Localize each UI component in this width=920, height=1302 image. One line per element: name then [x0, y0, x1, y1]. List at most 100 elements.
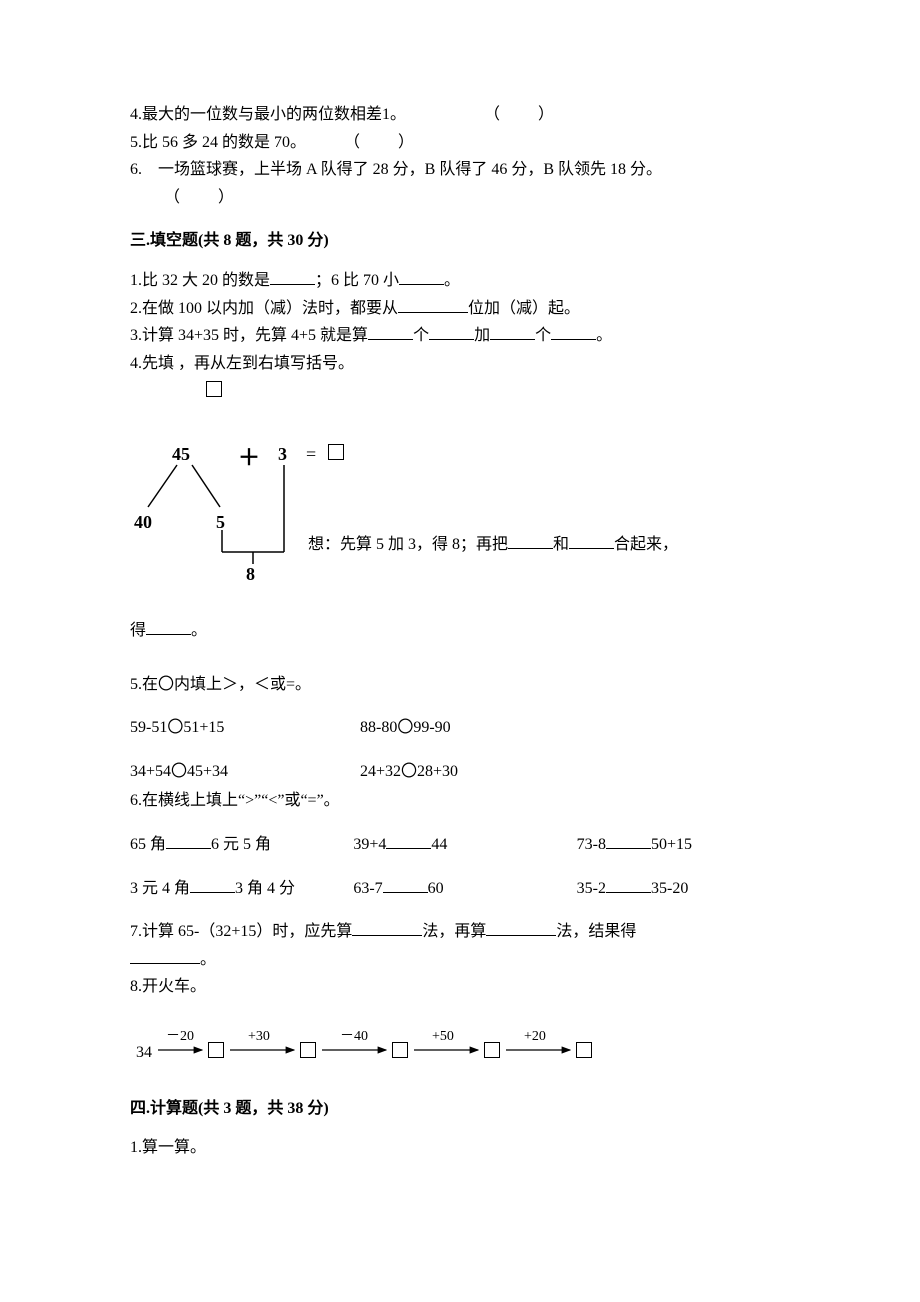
q5-title: 5.在〇内填上＞，＜或=。: [130, 672, 800, 698]
fb-q4-title: 4.先填 ，再从左到右填写括号。: [130, 351, 800, 377]
q6-r2c-blank[interactable]: [606, 876, 651, 893]
q6-r2b-blank[interactable]: [383, 876, 428, 893]
fb-q3-d: 个: [535, 327, 551, 344]
q5-r2a[interactable]: 34+54〇45+34: [130, 759, 360, 785]
tf-q5-paren[interactable]: （ ）: [344, 134, 416, 151]
fb-q4-box-row: [130, 378, 800, 404]
fb-q1-a: 1.比 32 大 20 的数是: [130, 272, 270, 289]
q4-result-blank[interactable]: [146, 618, 191, 635]
q4-think-c: 合起来，: [614, 536, 678, 553]
fb-q3-blank1[interactable]: [368, 323, 413, 340]
tf-q5-text: 5.比 56 多 24 的数是 70。: [130, 134, 306, 151]
fb-q2-blank[interactable]: [398, 296, 468, 313]
tf-q6: 6. 一场篮球赛，上半场 A 队得了 28 分，B 队得了 46 分，B 队领先…: [130, 157, 800, 183]
fb-q2: 2.在做 100 以内加（减）法时，都要从 位加（减）起。: [130, 296, 800, 322]
q7-blank2[interactable]: [486, 919, 556, 936]
q6-r1a-l: 65 角: [130, 836, 166, 853]
tf-q6-paren-row: （ ）: [130, 185, 800, 211]
fb-q2-b: 位加（减）起。: [468, 300, 580, 317]
q6-r1b-r: 44: [431, 836, 447, 853]
q7-b: 法，再算: [422, 923, 486, 940]
tf-q4-paren[interactable]: （ ）: [484, 106, 556, 123]
q6-r1a-r: 6 元 5 角: [211, 836, 271, 853]
tf-q6-text: 6. 一场篮球赛，上半场 A 队得了 28 分，B 队得了 46 分，B 队领先…: [130, 161, 662, 178]
q4-num-40: 40: [134, 508, 152, 537]
q6-r2b: 63-760: [353, 876, 576, 902]
q4-diagram-svg: [130, 412, 430, 592]
q5-r1a[interactable]: 59-51〇51+15: [130, 715, 360, 741]
q7-line2: 。: [130, 947, 800, 973]
q8-box-1[interactable]: [300, 1042, 316, 1058]
q4-think-blank2[interactable]: [569, 532, 614, 549]
q7-blank1[interactable]: [352, 919, 422, 936]
fb-q1-c: 。: [444, 272, 460, 289]
q8-op-4: +20: [524, 1026, 546, 1048]
q4-think-b: 和: [553, 536, 569, 553]
q8-box-3[interactable]: [484, 1042, 500, 1058]
q6-row2: 3 元 4 角 3 角 4 分 63-760 35-2 35-20: [130, 876, 800, 902]
fb-q2-a: 2.在做 100 以内加（减）法时，都要从: [130, 300, 398, 317]
q4-result-a: 得: [130, 622, 146, 639]
q6-r1c-r: 50+15: [651, 836, 692, 853]
q4-result-line: 得。: [130, 618, 800, 644]
q6-r2a-blank[interactable]: [190, 876, 235, 893]
q4-num-8: 8: [246, 560, 255, 589]
q8-op-0: －20: [166, 1026, 194, 1048]
q6-r1a-blank[interactable]: [166, 832, 211, 849]
q4-eq: =: [306, 440, 316, 469]
q6-r1a: 65 角 6 元 5 角: [130, 832, 353, 858]
q4-num-3: 3: [278, 440, 287, 469]
q6-r1c-l: 73-8: [577, 836, 606, 853]
q8-box-2[interactable]: [392, 1042, 408, 1058]
q8-box-4[interactable]: [576, 1042, 592, 1058]
q6-r2a-l: 3 元 4 角: [130, 880, 190, 897]
fb-q1: 1.比 32 大 20 的数是；6 比 70 小。: [130, 268, 800, 294]
q4-num-5: 5: [216, 508, 225, 537]
q6-r1c-blank[interactable]: [606, 832, 651, 849]
q7-c: 法，结果得: [556, 923, 636, 940]
fb-q4-a: 4.先填: [130, 355, 174, 372]
tf-q6-paren[interactable]: （ ）: [164, 189, 236, 206]
q6-r2c-r: 35-20: [651, 880, 688, 897]
q6-row1: 65 角 6 元 5 角 39+4 44 73-8 50+15: [130, 832, 800, 858]
q4-num-45: 45: [172, 440, 190, 469]
q7-blank3[interactable]: [130, 947, 200, 964]
fb-q3-blank4[interactable]: [551, 323, 596, 340]
q6-r2a: 3 元 4 角 3 角 4 分: [130, 876, 353, 902]
calc-q1: 1.算一算。: [130, 1135, 800, 1161]
q5-row2: 34+54〇45+34 24+32〇28+30: [130, 759, 800, 785]
q4-result-box[interactable]: [328, 444, 344, 460]
q6-r2c: 35-2 35-20: [577, 876, 800, 902]
q4-think-line: 想：先算 5 加 3，得 8；再把 和 合起来，: [308, 532, 678, 558]
fb-q3-a: 3.计算 34+35 时，先算 4+5 就是算: [130, 327, 368, 344]
q7-line1: 7.计算 65-（32+15）时，应先算 法，再算 法，结果得: [130, 919, 800, 945]
q4-result-b: 。: [191, 622, 207, 639]
q6-r1b: 39+4 44: [353, 832, 576, 858]
q4-plus: ＋: [238, 440, 260, 475]
fb-q4-small-box[interactable]: [206, 381, 222, 397]
tf-q4-text: 4.最大的一位数与最小的两位数相差1。: [130, 106, 406, 123]
q5-r2b[interactable]: 24+32〇28+30: [360, 759, 458, 785]
q7-a: 7.计算 65-（32+15）时，应先算: [130, 923, 352, 940]
q6-r2a-r: 3 角 4 分: [235, 880, 295, 897]
q8-op-2: －40: [340, 1026, 368, 1048]
q6-r2b-r: 60: [428, 880, 444, 897]
section-3-title: 三.填空题(共 8 题，共 30 分): [130, 228, 800, 254]
q8-op-1: +30: [248, 1026, 270, 1048]
q5-row1: 59-51〇51+15 88-80〇99-90: [130, 715, 800, 741]
q6-r1b-blank[interactable]: [386, 832, 431, 849]
q8-title: 8.开火车。: [130, 974, 800, 1000]
q5-r1b[interactable]: 88-80〇99-90: [360, 715, 451, 741]
q6-r1b-l: 39+4: [353, 836, 386, 853]
q4-think-blank1[interactable]: [508, 532, 553, 549]
q6-r2c-l: 35-2: [577, 880, 606, 897]
q8-box-0[interactable]: [208, 1042, 224, 1058]
fb-q3-b: 个: [413, 327, 429, 344]
q4-think-a: 想：先算 5 加 3，得 8；再把: [308, 536, 508, 553]
fb-q1-blank2[interactable]: [399, 268, 444, 285]
q7-d: 。: [200, 951, 216, 968]
fb-q3-blank3[interactable]: [490, 323, 535, 340]
fb-q3-c: 加: [474, 327, 490, 344]
fb-q1-blank1[interactable]: [270, 268, 315, 285]
fb-q3-blank2[interactable]: [429, 323, 474, 340]
